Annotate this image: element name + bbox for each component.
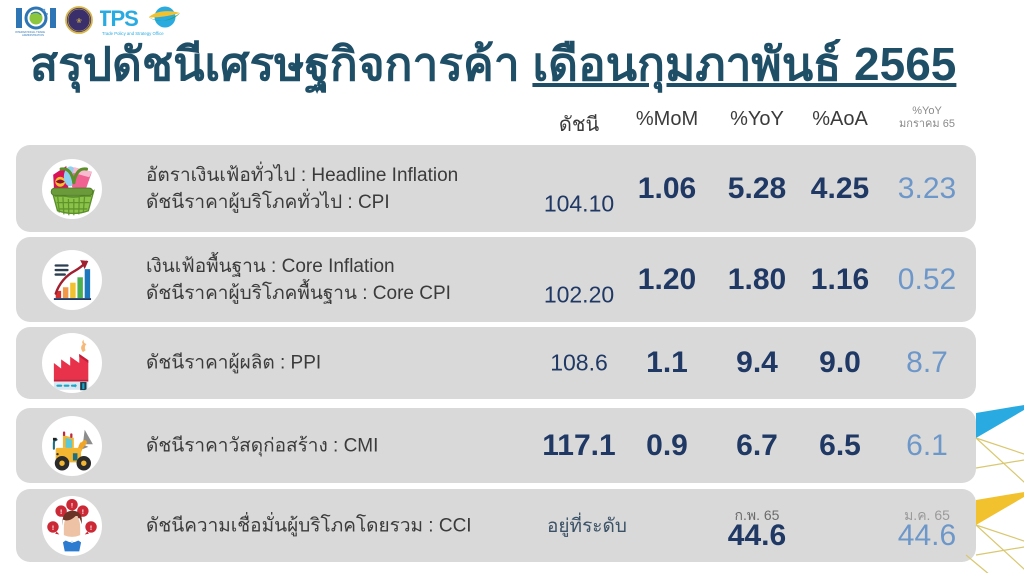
svg-text:Trade Policy and Strategy Offi: Trade Policy and Strategy Office <box>102 31 164 36</box>
svg-text:ADMINISTRATION: ADMINISTRATION <box>22 33 44 36</box>
svg-text:!: ! <box>60 509 62 516</box>
svg-text:❀: ❀ <box>76 18 82 25</box>
svg-text:TPS: TPS <box>100 6 138 31</box>
svg-text:!: ! <box>82 509 84 516</box>
svg-text:!: ! <box>90 524 92 531</box>
svg-text:!: ! <box>71 502 73 509</box>
svg-text:!: ! <box>52 524 54 531</box>
